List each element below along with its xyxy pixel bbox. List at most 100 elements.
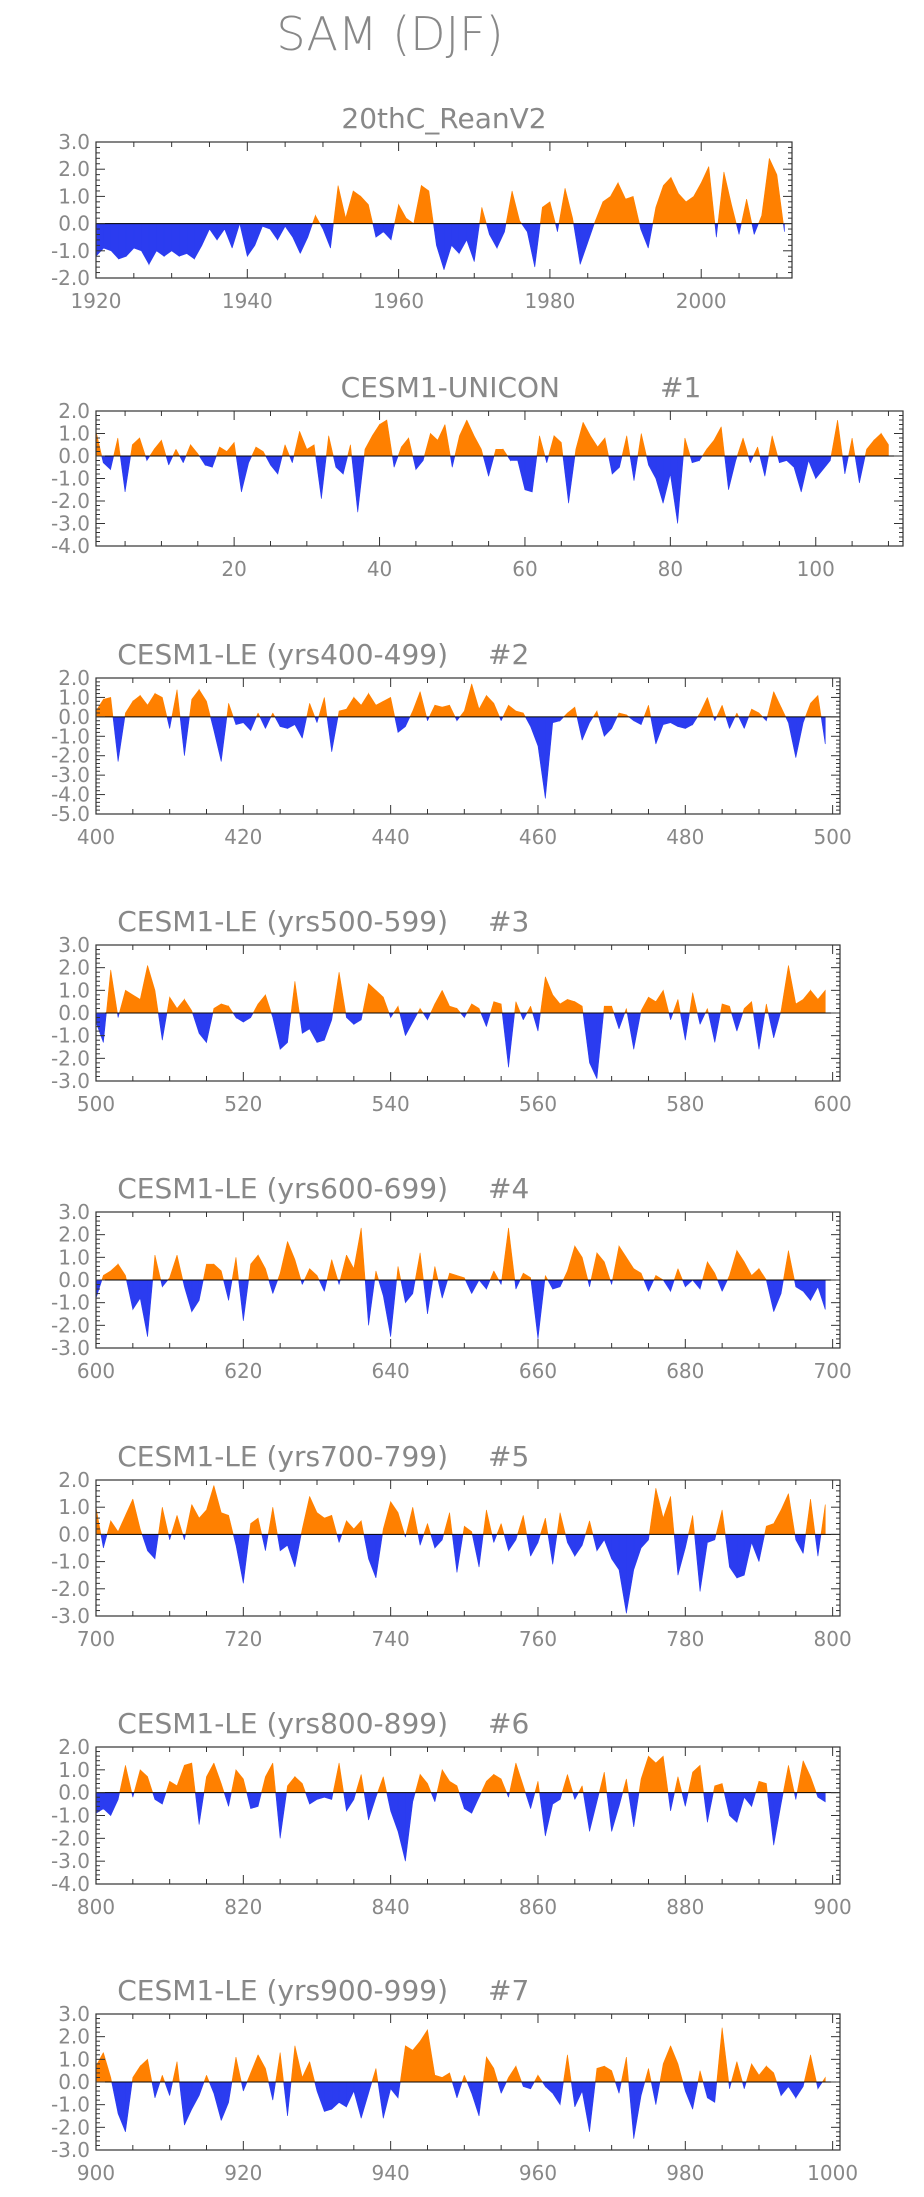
x-tick-label: 500: [814, 825, 852, 849]
x-tick-label: 780: [666, 1627, 704, 1651]
x-tick-label: 1940: [222, 289, 273, 313]
y-tick-label: 2.0: [58, 666, 90, 690]
x-tick-label: 20: [221, 557, 246, 581]
negative-area-series: [95, 223, 785, 270]
panel-2: 20 40 60 80 100 -4.0-3.0-2.0-1.00.01.02.0 CESM…: [51, 371, 904, 581]
x-tick-label: 560: [519, 1092, 557, 1116]
plot-frame: [95, 1746, 841, 1885]
plot-frame: [95, 677, 841, 815]
y-tick-label: -3.0: [51, 763, 90, 787]
x-tick-label: 820: [224, 1895, 262, 1919]
x-tick-label: 620: [224, 1359, 262, 1383]
y-tick-label: 2.0: [58, 2025, 90, 2049]
y-tick-label: 3.0: [58, 130, 90, 154]
y-tick-label: 1.0: [58, 1495, 90, 1519]
y-tick-label: -1.0: [51, 724, 90, 748]
positive-area-series: [119, 1755, 817, 1793]
negative-area-series: [95, 1792, 826, 1862]
negative-area-series: [101, 455, 866, 524]
panel-title: CESM1-LE (yrs900-999): [117, 1974, 448, 2007]
y-tick-label: 2.0: [58, 399, 90, 423]
positive-area-series: [95, 2027, 826, 2083]
panel-subtitle: #7: [488, 1974, 529, 2007]
y-tick-label: -2.0: [51, 1826, 90, 1850]
y-tick-label: -1.0: [51, 239, 90, 263]
x-tick-label: 1920: [71, 289, 122, 313]
panel-8: 900 920 940 960 980 1000 -3.0-2.0-1.00.01.02.0…: [51, 1974, 858, 2185]
panel-subtitle: #1: [660, 371, 701, 404]
x-tick-label: 880: [666, 1895, 704, 1919]
x-tick-label: 960: [519, 2161, 557, 2185]
y-tick-label: -2.0: [51, 2115, 90, 2139]
panel-3: 400 420 440 460 480 500 -5.0-4.0-3.0-2.0-1.00.…: [51, 638, 852, 849]
y-tick-label: 3.0: [58, 933, 90, 957]
x-tick-label: 920: [224, 2161, 262, 2185]
y-tick-label: -2.0: [51, 744, 90, 768]
positive-area-series: [95, 1485, 826, 1535]
y-tick-label: 3.0: [58, 1200, 90, 1224]
x-tick-label: 1000: [807, 2161, 858, 2185]
x-tick-label: 660: [519, 1359, 557, 1383]
x-tick-label: 480: [666, 825, 704, 849]
y-tick-label: -2.0: [51, 1313, 90, 1337]
x-tick-label: 720: [224, 1627, 262, 1651]
panel-4: 500 520 540 560 580 600 -3.0-2.0-1.00.01.02.03…: [51, 905, 852, 1116]
x-tick-label: 80: [658, 557, 683, 581]
panel-title: CESM1-LE (yrs700-799): [117, 1440, 448, 1473]
panel-title: CESM1-LE (yrs400-499): [117, 638, 448, 671]
y-tick-label: 2.0: [58, 157, 90, 181]
x-tick-label: 700: [77, 1627, 115, 1651]
x-tick-label: 440: [372, 825, 410, 849]
panel-subtitle: #4: [488, 1172, 529, 1205]
y-tick-label: -5.0: [51, 802, 90, 826]
y-tick-label: 1.0: [58, 422, 90, 446]
x-tick-label: 680: [666, 1359, 704, 1383]
x-tick-label: 460: [519, 825, 557, 849]
y-tick-label: -4.0: [51, 534, 90, 558]
y-tick-label: 2.0: [58, 1468, 90, 1492]
x-tick-label: 400: [77, 825, 115, 849]
negative-area-series: [95, 1012, 781, 1079]
x-tick-label: 640: [372, 1359, 410, 1383]
y-tick-label: 0.0: [58, 1522, 90, 1546]
y-tick-label: 0.0: [58, 1781, 90, 1805]
y-tick-label: -3.0: [51, 2138, 90, 2162]
x-tick-label: 700: [814, 1359, 852, 1383]
panel-7: 800 820 840 860 880 900 -4.0-3.0-2.0-1.00.01.0…: [51, 1707, 852, 1919]
panel-6: 700 720 740 760 780 800 -3.0 -2.0 -1.0 0.0 1.0 2.0 C…: [51, 1440, 852, 1651]
y-tick-label: -3.0: [51, 1849, 90, 1873]
x-tick-label: 520: [224, 1092, 262, 1116]
y-tick-label: 1.0: [58, 1245, 90, 1269]
x-tick-label: 100: [797, 557, 835, 581]
y-tick-label: -3.0: [51, 1336, 90, 1360]
x-tick-label: 800: [814, 1627, 852, 1651]
panel-subtitle: #2: [488, 638, 529, 671]
y-tick-label: -1.0: [51, 1550, 90, 1574]
positive-area-series: [106, 965, 826, 1014]
y-tick-label: -3.0: [51, 1604, 90, 1628]
panel-subtitle: #3: [488, 905, 529, 938]
x-tick-label: 1960: [373, 289, 424, 313]
x-tick-label: 940: [372, 2161, 410, 2185]
x-tick-label: 540: [372, 1092, 410, 1116]
plot-frame: [95, 1479, 841, 1617]
negative-area-series: [112, 716, 826, 799]
x-tick-label: 860: [519, 1895, 557, 1919]
x-tick-label: 2000: [676, 289, 727, 313]
panel-1: 1920 1940 1960 1980 2000 -2.0 -1.0 0.0 1.0 2.0 3.0…: [51, 102, 793, 313]
panel-title: 20thC_ReanV2: [341, 102, 546, 135]
y-tick-label: 1.0: [58, 184, 90, 208]
y-tick-label: -1.0: [51, 2093, 90, 2117]
y-tick-label: 2.0: [58, 956, 90, 980]
x-tick-label: 60: [512, 557, 537, 581]
x-tick-label: 900: [814, 1895, 852, 1919]
y-tick-label: -4.0: [51, 783, 90, 807]
x-tick-label: 840: [372, 1895, 410, 1919]
y-tick-label: -2.0: [51, 489, 90, 513]
y-tick-label: -3.0: [51, 512, 90, 536]
y-tick-label: -3.0: [51, 1069, 90, 1093]
panel-title: CESM1-LE (yrs600-699): [117, 1172, 448, 1205]
y-tick-label: -1.0: [51, 1291, 90, 1315]
